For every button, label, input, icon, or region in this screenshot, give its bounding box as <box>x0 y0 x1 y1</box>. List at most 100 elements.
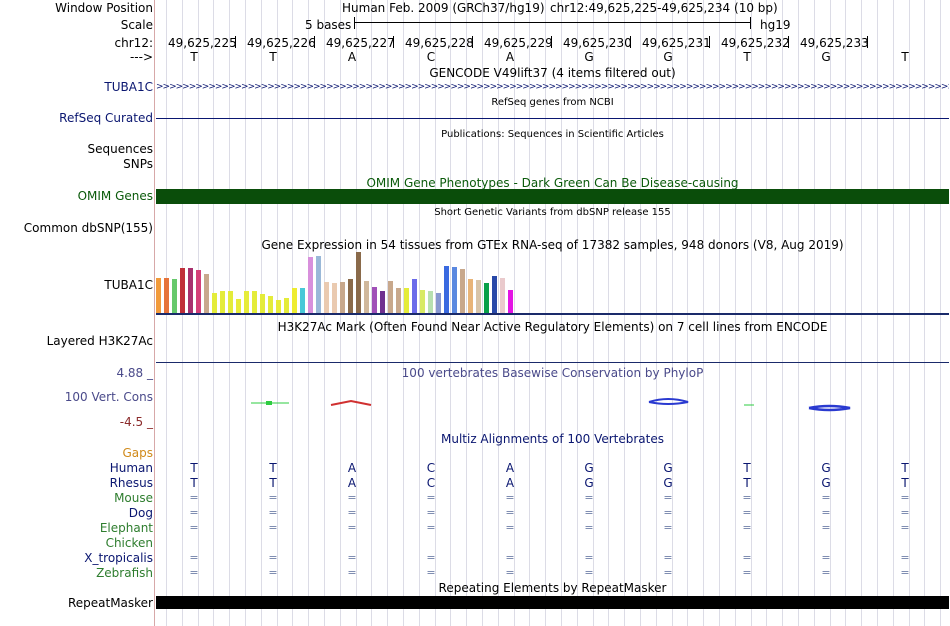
human-base: C <box>426 461 436 475</box>
gtex-tissue-bar[interactable] <box>444 266 449 314</box>
gtex-tissue-bar[interactable] <box>436 293 441 314</box>
gtex-tissue-bar[interactable] <box>332 283 337 314</box>
gtex-tissue-bar[interactable] <box>460 269 465 314</box>
chromosome-label: chr12: <box>114 36 153 50</box>
alignment-identical-mark: = <box>189 566 199 579</box>
gtex-gene-label[interactable]: TUBA1C <box>104 278 153 292</box>
gtex-tissue-bar[interactable] <box>164 278 169 314</box>
gtex-tissue-bar[interactable] <box>276 300 281 314</box>
alignment-identical-mark: = <box>821 521 831 534</box>
gtex-tissue-bar[interactable] <box>228 291 233 314</box>
species-label-x_tropicalis[interactable]: X_tropicalis <box>84 551 153 565</box>
gtex-tissue-bar[interactable] <box>252 291 257 314</box>
gtex-tissue-bar[interactable] <box>508 290 513 314</box>
alignment-identical-mark: = <box>268 491 278 504</box>
gtex-tissue-bar[interactable] <box>364 281 369 314</box>
alignment-identical-mark: = <box>268 551 278 564</box>
phylop-logo-marks <box>251 398 851 412</box>
species-label-rhesus[interactable]: Rhesus <box>109 476 153 490</box>
gtex-tissue-bar[interactable] <box>404 288 409 314</box>
multiz-track-title[interactable]: Multiz Alignments of 100 Vertebrates <box>440 432 665 446</box>
gtex-tissue-bar[interactable] <box>212 293 217 314</box>
gtex-tissue-bar[interactable] <box>452 267 457 314</box>
repeatmasker-label[interactable]: RepeatMasker <box>67 596 153 610</box>
alignment-identical-mark: = <box>821 491 831 504</box>
gtex-tissue-bar[interactable] <box>476 280 481 314</box>
gtex-tissue-bar[interactable] <box>356 252 361 314</box>
refseq-gene-line[interactable] <box>156 118 949 119</box>
h3k27ac-track-title[interactable]: H3K27Ac Mark (Often Found Near Active Re… <box>277 320 828 334</box>
repeatmasker-track-title[interactable]: Repeating Elements by RepeatMasker <box>438 581 667 595</box>
omim-label[interactable]: OMIM Genes <box>77 189 153 203</box>
alignment-identical-mark: = <box>584 521 594 534</box>
gtex-tissue-bar[interactable] <box>388 281 393 314</box>
species-label-zebrafish[interactable]: Zebrafish <box>96 566 153 580</box>
gtex-tissue-bar[interactable] <box>308 257 313 314</box>
gtex-tissue-bar[interactable] <box>268 296 273 314</box>
gtex-tissue-bar[interactable] <box>220 291 225 314</box>
cons-track-label[interactable]: 100 Vert. Cons <box>64 390 153 404</box>
gtex-tissue-bar[interactable] <box>428 291 433 314</box>
gtex-tissue-bar[interactable] <box>284 298 289 314</box>
gtex-tissue-bar[interactable] <box>260 294 265 314</box>
gtex-tissue-bar[interactable] <box>500 278 505 314</box>
gtex-tissue-bar[interactable] <box>180 268 185 314</box>
gtex-tissue-bar[interactable] <box>484 283 489 314</box>
alignment-identical-mark: = <box>268 521 278 534</box>
coordinate-label: 49,625,227 <box>326 36 395 50</box>
rhesus-base: G <box>663 476 673 490</box>
gtex-tissue-bar[interactable] <box>300 288 305 314</box>
rhesus-base: T <box>901 476 909 490</box>
gtex-tissue-bar[interactable] <box>412 279 417 314</box>
gtex-tissue-bar[interactable] <box>380 291 385 314</box>
gtex-tissue-bar[interactable] <box>316 256 321 314</box>
gtex-tissue-bar[interactable] <box>188 268 193 314</box>
dbsnp-label[interactable]: Common dbSNP(155) <box>23 221 153 235</box>
gtex-expression-chart[interactable] <box>156 252 949 314</box>
alignment-identical-mark: = <box>584 566 594 579</box>
rhesus-base: A <box>505 476 515 490</box>
gencode-gene-arrows[interactable]: >>>>>>>>>>>>>>>>>>>>>>>>>>>>>>>>>>>>>>>>… <box>156 82 949 92</box>
gtex-tissue-bar[interactable] <box>468 279 473 314</box>
gtex-tissue-bar[interactable] <box>492 276 497 314</box>
species-label-elephant[interactable]: Elephant <box>99 521 153 535</box>
gene-label-tuba1c[interactable]: TUBA1C <box>104 80 153 94</box>
gtex-tissue-bar[interactable] <box>420 290 425 314</box>
refseq-label[interactable]: RefSeq Curated <box>59 111 153 125</box>
dbsnp-track-title[interactable]: Short Genetic Variants from dbSNP releas… <box>434 207 671 218</box>
gtex-tissue-bar[interactable] <box>244 291 249 314</box>
gtex-tissue-bar[interactable] <box>196 270 201 314</box>
gtex-tissue-bar[interactable] <box>348 279 353 314</box>
gtex-tissue-bar[interactable] <box>156 278 161 314</box>
alignment-identical-mark: = <box>347 551 357 564</box>
gtex-tissue-bar[interactable] <box>172 279 177 314</box>
publications-track-title[interactable]: Publications: Sequences in Scientific Ar… <box>441 129 664 140</box>
alignment-identical-mark: = <box>426 551 436 564</box>
species-label-mouse[interactable]: Mouse <box>114 491 153 505</box>
alignment-identical-mark: = <box>189 551 199 564</box>
omim-gene-bar[interactable] <box>156 189 949 204</box>
alignment-identical-mark: = <box>347 521 357 534</box>
alignment-identical-mark: = <box>821 506 831 519</box>
refseq-track-title[interactable]: RefSeq genes from NCBI <box>491 97 614 108</box>
gtex-tissue-bar[interactable] <box>204 274 209 314</box>
h3k27ac-label[interactable]: Layered H3K27Ac <box>46 334 153 348</box>
gencode-track-title[interactable]: GENCODE V49lift37 (4 items filtered out) <box>429 66 676 80</box>
alignment-identical-mark: = <box>742 551 752 564</box>
gtex-tissue-bar[interactable] <box>372 287 377 314</box>
base-letter: A <box>505 50 515 64</box>
gtex-tissue-bar[interactable] <box>236 299 241 314</box>
species-label-chicken[interactable]: Chicken <box>105 536 153 550</box>
scale-label: Scale <box>120 18 153 32</box>
gtex-tissue-bar[interactable] <box>324 282 329 314</box>
assembly-name: Human Feb. 2009 (GRCh37/hg19) <box>342 1 545 15</box>
repeatmasker-bar[interactable] <box>156 596 949 609</box>
gtex-tissue-bar[interactable] <box>292 288 297 314</box>
gtex-track-title[interactable]: Gene Expression in 54 tissues from GTEx … <box>261 238 844 252</box>
omim-track-title[interactable]: OMIM Gene Phenotypes - Dark Green Can Be… <box>366 176 739 190</box>
phylop-track-title[interactable]: 100 vertebrates Basewise Conservation by… <box>401 366 704 380</box>
gtex-tissue-bar[interactable] <box>396 288 401 314</box>
gtex-tissue-bar[interactable] <box>340 282 345 314</box>
species-label-human[interactable]: Human <box>109 461 153 475</box>
species-label-dog[interactable]: Dog <box>128 506 153 520</box>
